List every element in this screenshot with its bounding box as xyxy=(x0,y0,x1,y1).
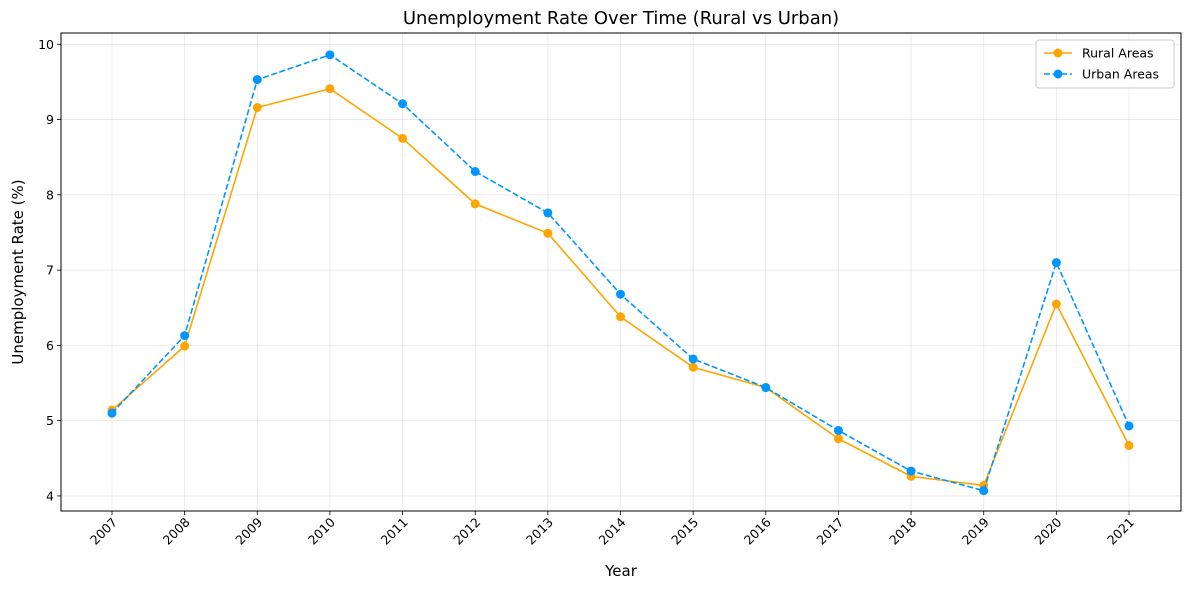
y-tick-label: 9 xyxy=(46,112,54,127)
grid-lines xyxy=(61,33,1181,511)
x-tick-label: 2021 xyxy=(1104,515,1137,548)
axis-ticks: 2007 2008 2009 2010 2011 2012 2013 2014 2015 2016… xyxy=(38,37,1137,548)
data-point xyxy=(1051,299,1061,309)
y-tick-label: 6 xyxy=(46,338,54,353)
data-point xyxy=(543,228,553,238)
legend: Rural Areas Urban Areas xyxy=(1035,39,1175,89)
data-point xyxy=(398,99,408,109)
plot-frame xyxy=(60,32,1182,512)
legend-box xyxy=(1035,39,1175,89)
data-point xyxy=(252,103,262,113)
data-point xyxy=(180,331,190,341)
y-tick-label: 4 xyxy=(46,488,54,503)
x-axis-label: Year xyxy=(604,562,638,580)
data-point xyxy=(616,312,625,322)
data-point xyxy=(616,289,625,299)
data-point xyxy=(470,199,480,209)
data-point xyxy=(1051,258,1061,268)
x-tick-label: 2014 xyxy=(596,514,629,547)
data-point xyxy=(543,208,553,218)
data-point xyxy=(107,408,117,418)
data-point xyxy=(325,84,335,94)
x-tick-label: 2018 xyxy=(886,514,919,547)
y-tick-label: 10 xyxy=(38,37,54,52)
series-urban-areas xyxy=(107,50,1134,496)
data-point xyxy=(398,133,408,143)
data-point xyxy=(180,341,190,351)
y-axis-label: Unemployment Rate (%) xyxy=(9,179,27,364)
series-layer xyxy=(107,50,1134,496)
data-point xyxy=(688,354,698,364)
x-tick-label: 2011 xyxy=(378,515,411,548)
x-tick-label: 2017 xyxy=(813,515,846,548)
data-point xyxy=(325,50,335,60)
x-tick-label: 2012 xyxy=(450,515,483,548)
x-tick-label: 2010 xyxy=(305,514,338,547)
legend-label: Urban Areas xyxy=(1082,67,1159,82)
legend-entry: Urban Areas xyxy=(1044,67,1159,82)
data-point xyxy=(833,434,843,444)
y-tick-label: 5 xyxy=(46,413,54,428)
x-tick-label: 2013 xyxy=(523,515,556,548)
y-tick-label: 7 xyxy=(46,263,54,278)
legend-label: Rural Areas xyxy=(1082,46,1154,61)
data-point xyxy=(906,466,916,476)
legend-marker xyxy=(1053,69,1063,79)
legend-entry: Rural Areas xyxy=(1044,46,1154,61)
y-tick-label: 8 xyxy=(46,187,54,202)
data-point xyxy=(833,425,843,435)
data-point xyxy=(1124,441,1134,451)
data-point xyxy=(979,486,989,496)
x-tick-label: 2016 xyxy=(741,514,774,547)
x-tick-label: 2008 xyxy=(160,514,193,547)
data-point xyxy=(252,75,262,85)
x-tick-label: 2020 xyxy=(1031,514,1064,547)
x-tick-label: 2019 xyxy=(959,514,992,547)
data-point xyxy=(761,383,771,393)
x-tick-label: 2009 xyxy=(232,514,265,547)
data-point xyxy=(1124,421,1134,431)
x-tick-label: 2007 xyxy=(87,515,120,548)
legend-marker xyxy=(1053,48,1063,58)
data-point xyxy=(688,362,698,372)
chart-title: Unemployment Rate Over Time (Rural vs Ur… xyxy=(403,8,839,29)
data-point xyxy=(470,167,480,177)
x-tick-label: 2015 xyxy=(668,515,701,548)
